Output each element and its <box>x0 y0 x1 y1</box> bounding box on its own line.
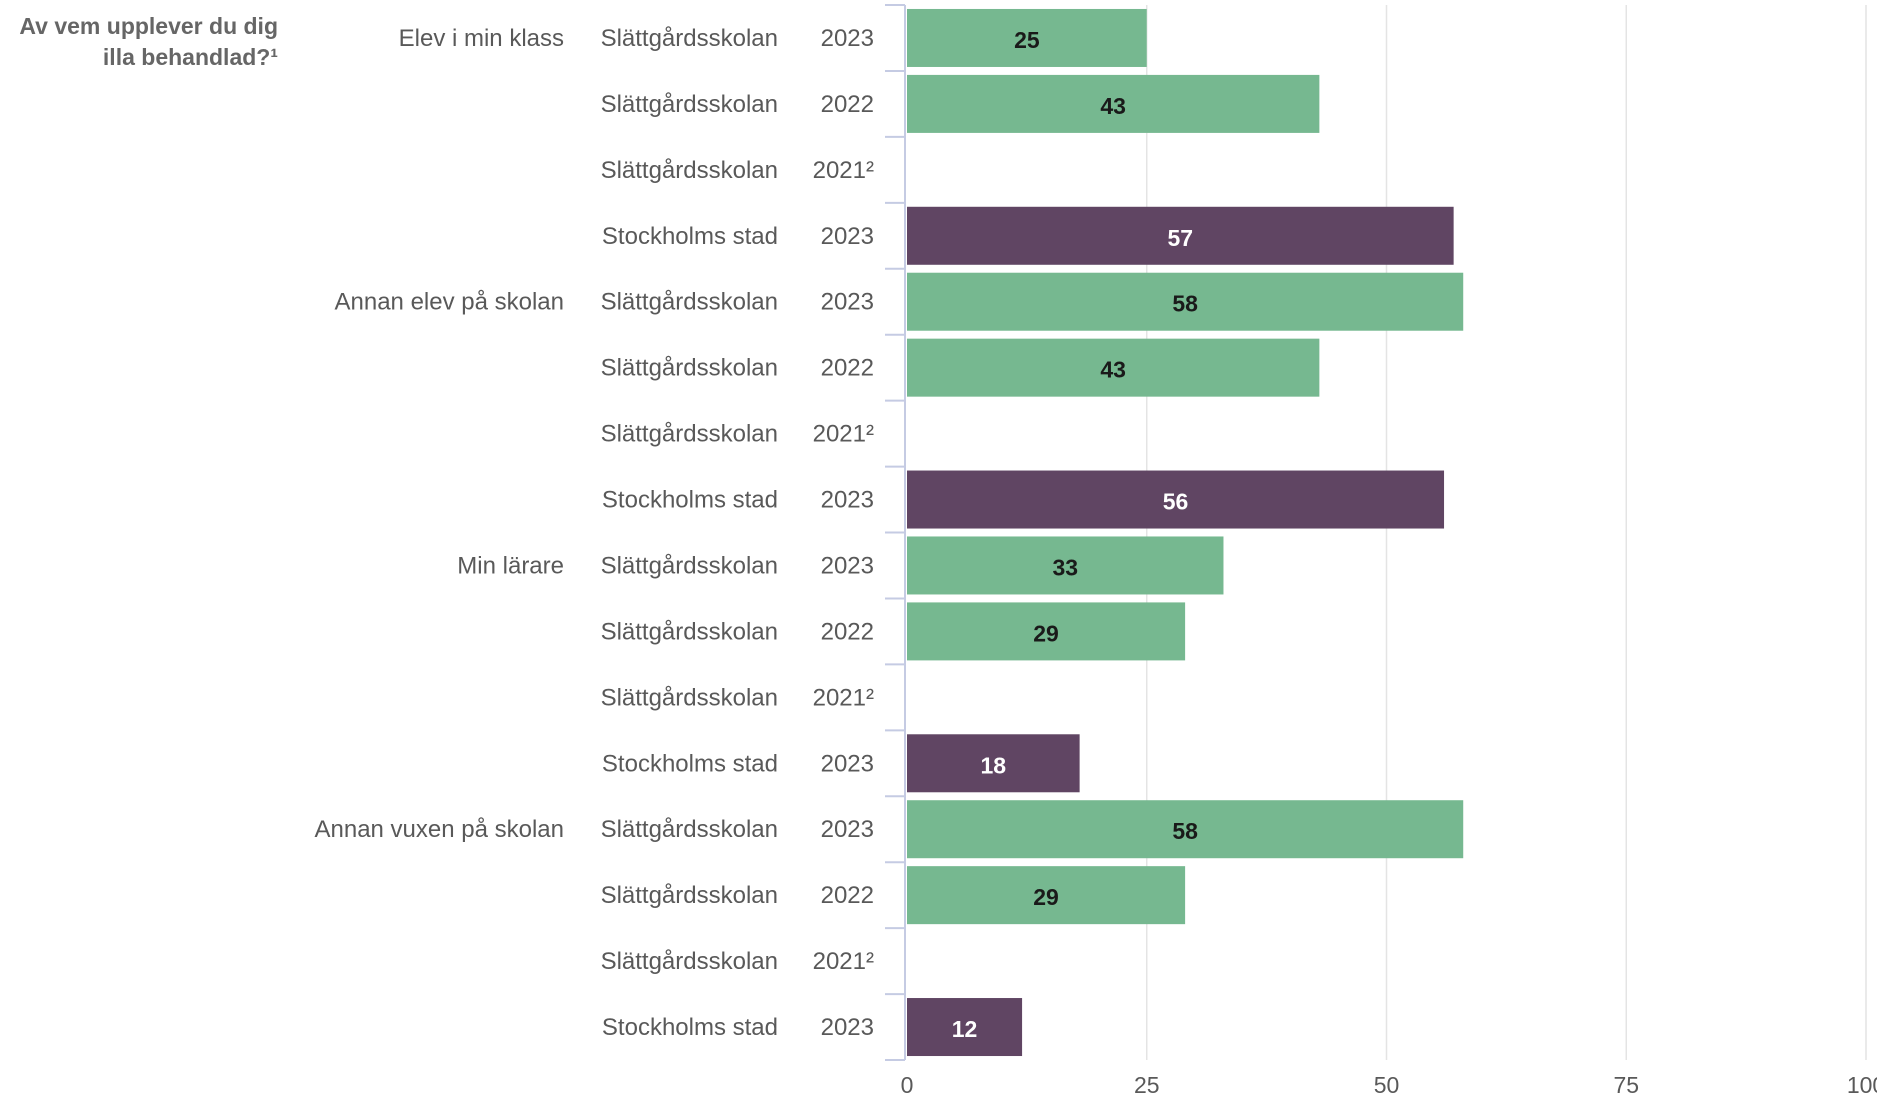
school-label: Slättgårdsskolan <box>601 25 778 52</box>
bar-value-label: 58 <box>1172 818 1198 844</box>
group-label: Elev i min klass <box>399 25 564 52</box>
group-label: Annan vuxen på skolan <box>314 816 564 843</box>
school-label: Slättgårdsskolan <box>601 816 778 843</box>
gridlines <box>1146 5 1867 1060</box>
school-label: Slättgårdsskolan <box>601 355 778 382</box>
year-label: 2021² <box>813 684 874 711</box>
school-label: Slättgårdsskolan <box>601 552 778 579</box>
bar <box>907 800 1464 859</box>
x-axis-ticks: 0 25 50 75 100 <box>901 1072 1877 1098</box>
year-label: 2023 <box>821 816 874 843</box>
school-label: Stockholms stad <box>602 750 778 777</box>
bar <box>907 998 1023 1057</box>
group-label: Min lärare <box>457 552 564 579</box>
bar-value-label: 33 <box>1052 554 1078 580</box>
year-label: 2021² <box>813 421 874 448</box>
year-label: 2023 <box>821 25 874 52</box>
bar <box>907 338 1320 397</box>
year-label: 2023 <box>821 1014 874 1041</box>
year-label: 2023 <box>821 552 874 579</box>
group-label: Annan elev på skolan <box>335 289 565 316</box>
x-tick-label: 100 <box>1847 1072 1877 1098</box>
bar <box>907 206 1454 265</box>
year-label: 2022 <box>821 618 874 645</box>
x-tick-label: 50 <box>1374 1072 1400 1098</box>
bar <box>907 470 1445 529</box>
x-tick-label: 75 <box>1613 1072 1639 1098</box>
school-label: Stockholms stad <box>602 487 778 514</box>
year-label: 2022 <box>821 882 874 909</box>
year-label: 2022 <box>821 355 874 382</box>
school-label: Slättgårdsskolan <box>601 618 778 645</box>
bar-value-label: 25 <box>1014 27 1040 53</box>
bar-value-label: 56 <box>1163 489 1189 515</box>
school-label: Slättgårdsskolan <box>601 91 778 118</box>
bar-value-label: 43 <box>1100 93 1126 119</box>
school-label: Slättgårdsskolan <box>601 684 778 711</box>
chart-title-line-2: illa behandlad?¹ <box>103 44 278 70</box>
y-axis <box>885 4 906 1061</box>
bar <box>907 602 1186 661</box>
year-label: 2023 <box>821 750 874 777</box>
year-label: 2023 <box>821 289 874 316</box>
year-label: 2021² <box>813 157 874 184</box>
bar <box>907 734 1080 793</box>
bar-value-label: 29 <box>1033 620 1059 646</box>
row-labels: Elev i min klass Slättgårdsskolan 2023 Slät… <box>314 25 874 1041</box>
bar <box>907 74 1320 133</box>
bar <box>907 536 1224 595</box>
school-label: Slättgårdsskolan <box>601 948 778 975</box>
year-label: 2023 <box>821 223 874 250</box>
bar-value-label: 18 <box>981 752 1007 778</box>
school-label: Slättgårdsskolan <box>601 882 778 909</box>
bar-value-label: 29 <box>1033 884 1059 910</box>
school-label: Stockholms stad <box>602 223 778 250</box>
x-tick-label: 25 <box>1134 1072 1160 1098</box>
bar-value-label: 57 <box>1168 225 1194 251</box>
bars: 25 43 57 58 43 56 33 29 18 58 29 12 <box>907 8 1464 1057</box>
bar <box>907 8 1147 67</box>
bar-value-label: 12 <box>952 1016 978 1042</box>
school-label: Slättgårdsskolan <box>601 421 778 448</box>
bar-value-label: 58 <box>1172 291 1198 317</box>
school-label: Slättgårdsskolan <box>601 157 778 184</box>
year-label: 2023 <box>821 487 874 514</box>
school-label: Slättgårdsskolan <box>601 289 778 316</box>
chart-title-line-1: Av vem upplever du dig <box>19 13 278 39</box>
x-tick-label: 0 <box>901 1072 914 1098</box>
bar-value-label: 43 <box>1100 357 1126 383</box>
year-label: 2022 <box>821 91 874 118</box>
year-label: 2021² <box>813 948 874 975</box>
bar <box>907 866 1186 925</box>
bar <box>907 272 1464 331</box>
school-label: Stockholms stad <box>602 1014 778 1041</box>
